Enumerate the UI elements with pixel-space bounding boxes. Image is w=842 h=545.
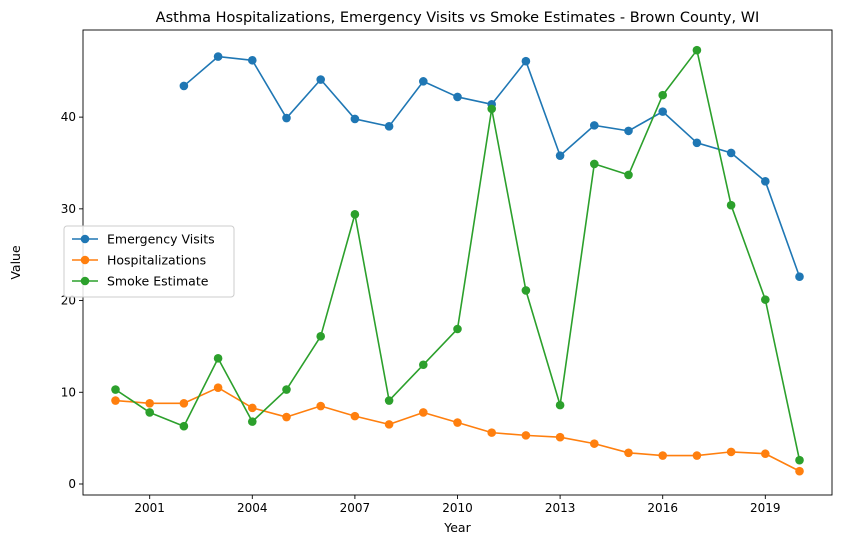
x-tick-label: 2010 [442, 501, 473, 515]
data-point [658, 107, 668, 116]
data-point [111, 385, 120, 394]
data-point [795, 466, 804, 476]
data-point [316, 75, 326, 84]
legend-box [63, 225, 235, 298]
x-tick-label: 2004 [237, 501, 268, 515]
x-tick-label: 2013 [545, 501, 576, 515]
data-point [590, 159, 599, 169]
data-point [453, 324, 462, 334]
legend-swatch-marker [80, 276, 90, 286]
data-point [487, 428, 497, 437]
series-line-0 [183, 55, 801, 277]
data-point [658, 451, 668, 460]
data-point [590, 439, 599, 448]
legend: Emergency Visits Hospitalizations Smoke Es… [63, 225, 235, 298]
data-point [179, 81, 189, 91]
data-point [419, 408, 428, 417]
data-point [624, 170, 633, 180]
data-point [145, 408, 154, 417]
data-point [213, 52, 223, 61]
data-point [521, 286, 531, 295]
legend-swatch-marker [80, 234, 90, 244]
data-point [726, 447, 736, 457]
x-axis: 2001 2004 2007 2010 2013 2016 2019 [134, 495, 781, 515]
data-point [247, 55, 257, 65]
data-point [179, 398, 189, 408]
data-point [111, 396, 120, 405]
x-tick-label: 2016 [647, 501, 678, 515]
y-tick-label: 30 [61, 202, 76, 216]
data-point [624, 126, 633, 136]
data-point [726, 200, 736, 210]
data-point [419, 77, 428, 86]
x-axis-title: Year [443, 520, 471, 535]
data-point [384, 122, 394, 131]
data-point [761, 177, 770, 186]
data-point [350, 114, 360, 124]
data-point [692, 451, 702, 460]
data-point [384, 396, 394, 405]
data-point [350, 210, 360, 219]
data-point [247, 403, 257, 413]
y-tick-label: 0 [68, 477, 76, 491]
data-point [179, 421, 189, 431]
data-point [795, 272, 804, 282]
data-point [795, 455, 804, 465]
data-point [316, 401, 326, 411]
data-point [316, 332, 326, 341]
data-point [590, 121, 599, 130]
data-point [726, 148, 736, 158]
y-tick-label: 10 [61, 385, 76, 399]
legend-label: Smoke Estimate [107, 274, 209, 289]
data-point [350, 411, 360, 421]
data-point [453, 418, 462, 427]
data-point [761, 295, 770, 304]
chart-title: Asthma Hospitalizations, Emergency Visit… [156, 10, 760, 26]
data-point [555, 432, 565, 442]
data-point [213, 354, 223, 363]
data-point [555, 400, 565, 410]
data-point [555, 151, 565, 160]
data-point [282, 412, 291, 422]
data-point [213, 383, 223, 392]
data-point [521, 431, 531, 440]
data-point [658, 90, 668, 100]
data-point [521, 56, 531, 66]
data-point [761, 449, 770, 459]
legend-label: Emergency Visits [107, 232, 215, 247]
x-tick-label: 2001 [134, 501, 165, 515]
data-point [145, 398, 154, 408]
data-point [624, 448, 633, 458]
data-point [384, 420, 394, 429]
legend-swatch-marker [80, 255, 90, 265]
y-axis-title: Value [8, 245, 23, 280]
data-point [282, 385, 291, 394]
data-point [692, 45, 702, 55]
y-tick-label: 40 [61, 110, 76, 124]
data-point [419, 360, 428, 370]
plot-area [82, 29, 833, 496]
data-point [692, 138, 702, 148]
data-point [282, 113, 291, 123]
data-point [453, 92, 462, 102]
legend-label: Hospitalizations [107, 253, 206, 268]
data-point [247, 417, 257, 426]
x-tick-label: 2019 [750, 501, 781, 515]
data-point [487, 104, 497, 114]
x-tick-label: 2007 [340, 501, 371, 515]
